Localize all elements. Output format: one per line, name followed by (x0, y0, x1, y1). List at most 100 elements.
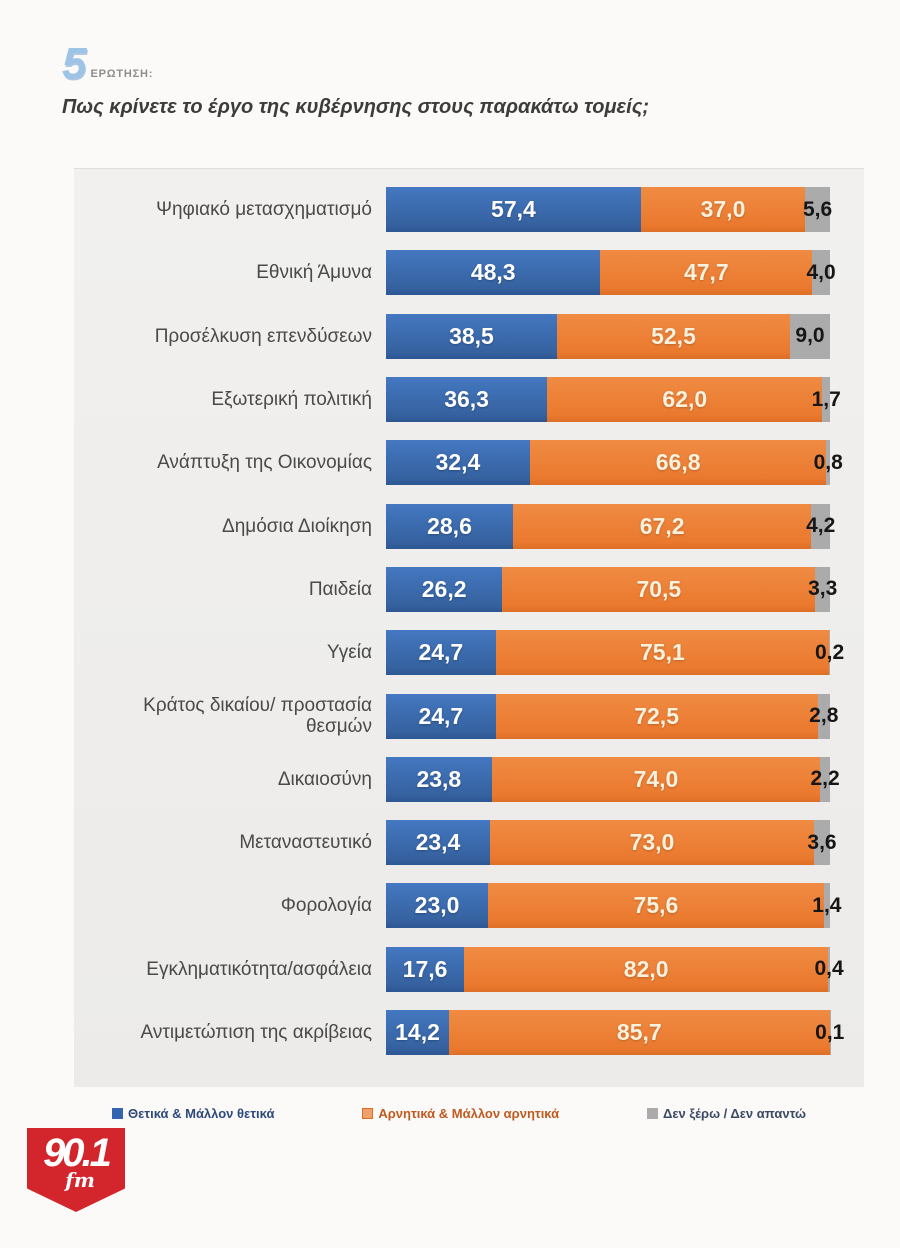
negative-value-label: 74,0 (633, 765, 679, 792)
category-label: Δημόσια Διοίκηση (222, 515, 372, 537)
legend-item-dontknow: Δεν ξέρω / Δεν απαντώ (647, 1106, 806, 1121)
negative-segment: 70,5 (502, 566, 816, 612)
negative-value-label: 85,7 (616, 1019, 662, 1045)
negative-value-label: 62,0 (662, 386, 708, 413)
category-label: Μεταναστευτικό (239, 831, 372, 853)
stacked-bar: 28,6 67,2 4,2 (386, 503, 835, 549)
negative-value-label: 66,8 (655, 449, 701, 476)
negative-segment: 82,0 (464, 946, 829, 992)
stacked-bar: 32,4 66,8 0,8 (386, 440, 843, 486)
category-label: Προσέλκυση επενδύσεων (154, 325, 372, 347)
negative-segment: 62,0 (547, 377, 823, 423)
positive-value-label: 14,2 (395, 1019, 440, 1045)
negative-value-label: 72,5 (634, 702, 679, 729)
legend-item-positive: Θετικά & Μάλλον θετικά (112, 1106, 274, 1121)
stacked-bar: 26,2 70,5 3,3 (386, 566, 837, 612)
stacked-bar: 57,4 37,0 5,6 (386, 187, 833, 233)
positive-segment: 38,5 (386, 313, 557, 359)
dontknow-value-label: 1,4 (812, 893, 842, 917)
dontknow-swatch-icon (647, 1108, 659, 1119)
positive-segment: 28,6 (386, 503, 513, 549)
dontknow-value-label: 1,7 (811, 387, 841, 411)
positive-segment: 14,2 (386, 1010, 450, 1055)
dontknow-value-label: 9,0 (795, 324, 825, 348)
negative-segment: 72,5 (495, 693, 818, 739)
positive-value-label: 26,2 (421, 575, 467, 602)
positive-value-label: 36,3 (444, 386, 489, 413)
positive-value-label: 38,5 (449, 322, 494, 349)
dontknow-value-label: 3,3 (808, 577, 838, 601)
negative-segment: 75,1 (495, 630, 830, 676)
negative-value-label: 70,5 (636, 575, 682, 602)
chart-row: Φορολογία 23,0 75,6 1,4 (74, 874, 864, 937)
negative-segment: 52,5 (556, 313, 791, 359)
positive-value-label: 24,7 (418, 639, 464, 666)
dontknow-segment (822, 377, 830, 423)
positive-segment: 48,3 (386, 250, 601, 296)
chart-row: Εθνική Άμυνα 48,3 47,7 4,0 (74, 241, 864, 304)
chart-row: Αντιμετώπιση της ακρίβειας 14,2 85,7 0,1 (74, 1001, 864, 1064)
stacked-bar: 48,3 47,7 4,0 (386, 250, 836, 296)
dontknow-segment (829, 630, 830, 676)
dontknow-value-label: 2,2 (810, 767, 840, 791)
negative-segment: 85,7 (449, 1010, 830, 1055)
negative-value-label: 75,6 (633, 892, 679, 919)
dontknow-value-label: 0,8 (813, 450, 843, 474)
negative-swatch-icon (362, 1108, 374, 1119)
negative-segment: 73,0 (489, 820, 814, 866)
negative-value-label: 37,0 (700, 196, 746, 223)
radio-station-logo: 90.1 fm (27, 1128, 125, 1212)
chart-row: Προσέλκυση επενδύσεων 38,5 52,5 9,0 (74, 305, 864, 368)
dontknow-value-label: 4,0 (806, 260, 836, 284)
category-label: Παιδεία (308, 578, 372, 600)
category-label: Εγκληματικότητα/ασφάλεια (146, 958, 372, 980)
positive-value-label: 23,0 (414, 892, 460, 919)
category-label: Φορολογία (280, 895, 372, 917)
negative-value-label: 73,0 (629, 829, 675, 856)
dontknow-segment (790, 313, 830, 359)
positive-segment: 23,4 (386, 820, 490, 866)
stacked-bar: 36,3 62,0 1,7 (386, 377, 841, 423)
negative-value-label: 67,2 (639, 512, 685, 539)
positive-segment: 57,4 (386, 187, 641, 233)
legend: Θετικά & Μάλλον θετικά Αρνητικά & Μάλλον… (74, 1106, 864, 1121)
logo-band: fm (65, 1168, 95, 1192)
dontknow-segment (811, 503, 830, 549)
positive-value-label: 32,4 (435, 449, 481, 476)
positive-segment: 24,7 (386, 693, 496, 739)
dontknow-segment (805, 187, 830, 233)
negative-value-label: 75,1 (639, 639, 685, 666)
positive-segment: 36,3 (386, 377, 548, 423)
stacked-bar: 24,7 75,1 0,2 (386, 630, 844, 676)
negative-value-label: 82,0 (623, 955, 669, 982)
legend-item-negative: Αρνητικά & Μάλλον αρνητικά (362, 1106, 559, 1121)
dontknow-segment (828, 946, 830, 992)
category-label: Ανάπτυξη της Οικονομίας (157, 452, 372, 474)
positive-segment: 24,7 (386, 630, 496, 676)
negative-segment: 74,0 (491, 756, 821, 802)
chart-row: Δικαιοσύνη 23,8 74,0 2,2 (74, 748, 864, 811)
dontknow-segment (826, 440, 830, 486)
chart-row: Δημόσια Διοίκηση 28,6 67,2 4,2 (74, 494, 864, 557)
question-number: 5 (62, 39, 87, 88)
positive-value-label: 24,7 (418, 702, 464, 729)
positive-value-label: 23,4 (415, 829, 461, 856)
negative-segment: 47,7 (600, 250, 813, 296)
negative-value-label: 47,7 (683, 259, 729, 286)
positive-segment: 17,6 (386, 946, 465, 992)
positive-segment: 26,2 (386, 566, 503, 612)
negative-segment: 67,2 (512, 503, 812, 549)
category-label: Εθνική Άμυνα (256, 262, 372, 284)
positive-segment: 23,0 (386, 883, 489, 929)
chart-row: Κράτος δικαίου/ προστασία θεσμών 24,7 72… (74, 684, 864, 747)
dontknow-segment (820, 756, 830, 802)
logo-frequency: 90.1 (43, 1131, 112, 1175)
dontknow-segment (823, 883, 830, 929)
bar-chart: Ψηφιακό μετασχηματισμό 57,4 37,0 5,6 Εθν… (74, 178, 864, 1064)
negative-segment: 66,8 (529, 440, 827, 486)
chart-row: Παιδεία 26,2 70,5 3,3 (74, 558, 864, 621)
positive-segment: 32,4 (386, 440, 530, 486)
dontknow-value-label: 5,6 (802, 197, 833, 221)
positive-value-label: 17,6 (402, 955, 448, 982)
positive-value-label: 57,4 (491, 196, 536, 223)
